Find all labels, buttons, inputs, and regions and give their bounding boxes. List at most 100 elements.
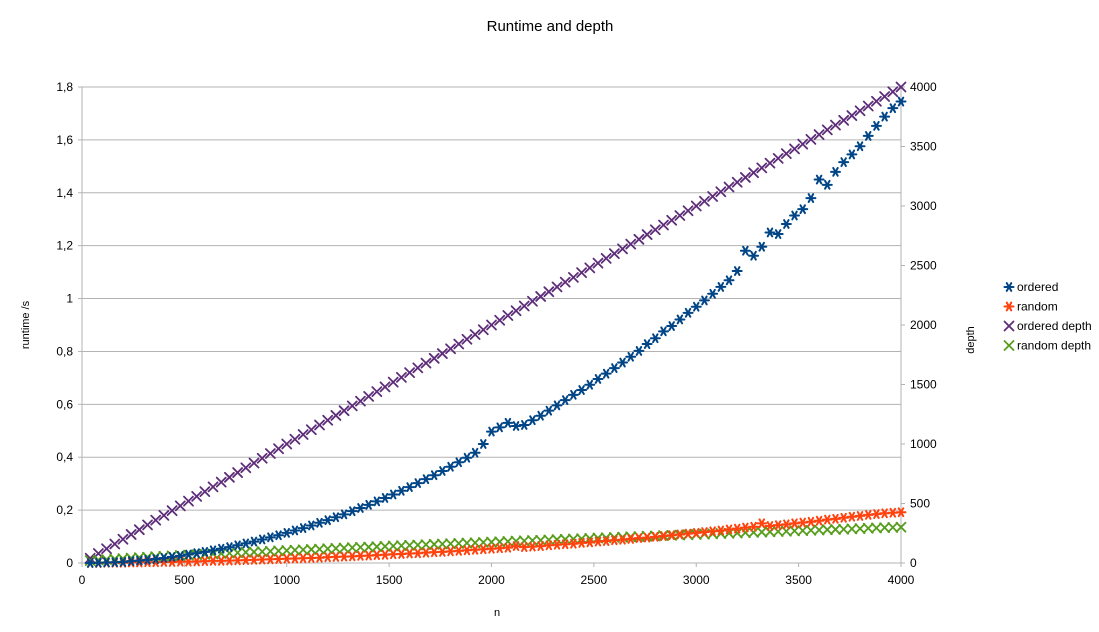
x-tick-label: 0 <box>79 573 86 587</box>
point-ordered <box>477 439 489 449</box>
point-ordered-depth <box>543 286 555 298</box>
point-random-depth <box>379 540 391 552</box>
point-random-depth <box>862 522 874 534</box>
point-ordered-depth <box>568 271 579 283</box>
point-ordered-depth <box>199 486 211 498</box>
point-random <box>666 530 678 541</box>
point-ordered <box>494 422 506 433</box>
point-ordered <box>240 538 252 549</box>
point-ordered-depth <box>142 519 153 531</box>
point-random-depth <box>527 535 538 546</box>
point-random <box>535 541 547 551</box>
point-random-depth <box>346 542 358 554</box>
point-random-depth <box>887 522 899 533</box>
point-ordered-depth <box>125 529 137 540</box>
point-ordered-depth <box>109 538 121 550</box>
point-ordered-depth <box>838 114 850 126</box>
point-ordered <box>772 229 784 239</box>
point-ordered <box>314 517 326 528</box>
point-random-depth <box>396 540 407 552</box>
point-ordered <box>182 549 194 560</box>
point-ordered <box>756 241 768 252</box>
y2-tick-label: 3000 <box>910 199 937 213</box>
point-ordered-depth <box>862 100 874 112</box>
point-ordered <box>797 204 809 215</box>
point-ordered-depth <box>600 252 612 264</box>
point-ordered-depth <box>739 172 751 183</box>
point-ordered <box>805 193 817 203</box>
point-ordered-depth <box>895 81 907 93</box>
point-ordered <box>486 426 497 437</box>
point-ordered-depth <box>510 305 522 317</box>
point-ordered-depth <box>445 343 456 355</box>
point-random <box>690 527 702 538</box>
point-random-depth <box>445 538 456 550</box>
point-random <box>829 513 841 524</box>
x-tick-label: 1500 <box>376 573 403 587</box>
point-random <box>641 532 653 543</box>
point-ordered <box>404 482 416 493</box>
point-ordered-depth <box>592 257 604 269</box>
point-ordered <box>420 474 432 485</box>
point-random-depth <box>805 524 817 536</box>
point-random-depth <box>879 522 891 534</box>
point-ordered-depth <box>207 481 219 493</box>
point-random <box>649 531 661 542</box>
x-axis-label: n <box>494 607 500 619</box>
point-random-depth <box>871 522 882 534</box>
point-ordered <box>543 405 555 416</box>
point-ordered-depth <box>117 533 129 545</box>
point-ordered-depth <box>469 329 481 340</box>
point-random-depth <box>518 535 530 547</box>
point-ordered-depth <box>535 291 547 302</box>
point-ordered-depth <box>649 224 661 236</box>
point-random-depth <box>371 541 383 553</box>
legend-marker-random-depth <box>1003 340 1015 351</box>
point-ordered-depth <box>330 410 342 421</box>
point-ordered-depth <box>256 452 268 464</box>
point-random <box>584 537 596 548</box>
point-ordered <box>412 478 424 489</box>
point-ordered <box>273 530 285 541</box>
point-ordered <box>436 466 448 476</box>
point-ordered-depth <box>322 414 334 426</box>
legend-marker-ordered <box>1003 282 1015 292</box>
point-ordered-depth <box>551 281 563 293</box>
point-ordered <box>592 374 604 384</box>
point-random-depth <box>314 543 325 555</box>
point-random-depth <box>789 525 800 537</box>
y2-tick-label: 2500 <box>910 259 937 273</box>
point-ordered-depth <box>830 119 841 131</box>
point-ordered <box>829 166 841 177</box>
point-ordered <box>158 553 170 563</box>
point-ordered <box>862 131 874 141</box>
point-ordered-depth <box>871 95 882 107</box>
point-ordered <box>297 523 309 534</box>
point-ordered <box>354 503 366 513</box>
point-random <box>707 526 719 537</box>
y-tick-label: 1,8 <box>56 80 73 94</box>
legend: ordered random ordered depth random depth <box>1003 280 1092 353</box>
point-random <box>600 536 612 546</box>
point-random <box>657 531 669 541</box>
point-ordered <box>289 525 301 536</box>
point-ordered <box>666 321 678 331</box>
point-ordered-depth <box>690 200 702 212</box>
point-random-depth <box>240 546 252 558</box>
legend-marker-random <box>1003 301 1015 312</box>
y-tick-label: 0,6 <box>56 397 73 411</box>
point-random-depth <box>772 526 784 537</box>
point-ordered-depth <box>707 191 719 202</box>
point-ordered-depth <box>412 362 424 374</box>
point-ordered-depth <box>518 300 530 312</box>
point-ordered <box>191 548 203 559</box>
point-random <box>510 541 522 551</box>
point-random <box>813 515 825 526</box>
point-random-depth <box>748 527 759 538</box>
y-axis-label: runtime /s <box>20 300 32 349</box>
y-tick-label: 0,4 <box>56 450 73 464</box>
y2-tick-label: 3500 <box>910 140 937 154</box>
point-ordered <box>395 485 407 496</box>
point-random-depth <box>846 523 858 535</box>
point-ordered <box>469 447 481 458</box>
